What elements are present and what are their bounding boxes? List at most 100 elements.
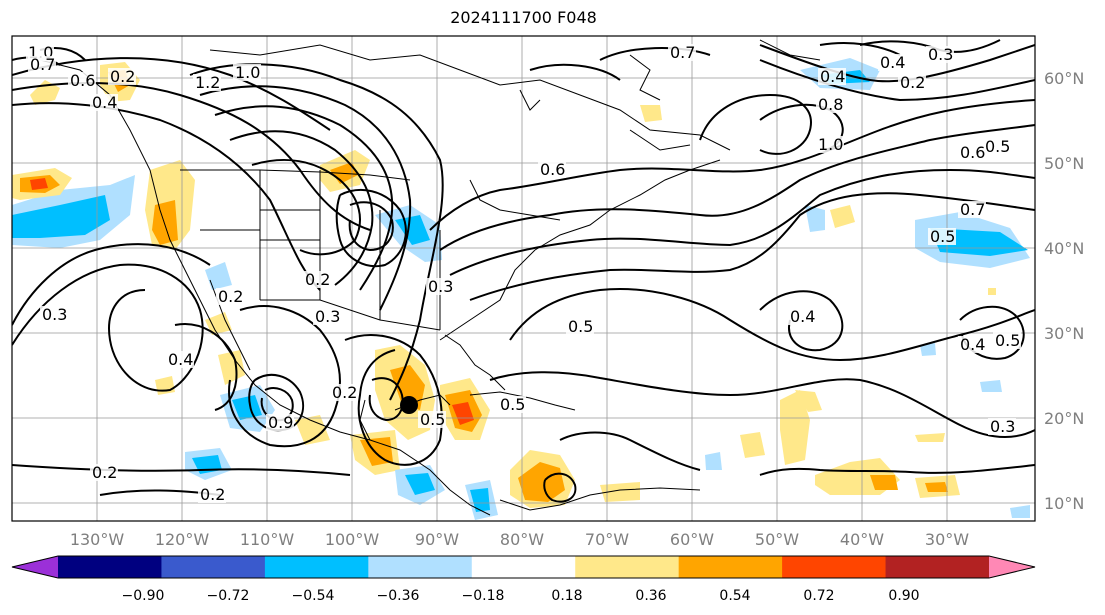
contour-label: 0.5 bbox=[930, 227, 955, 246]
lat-label: 40°N bbox=[1044, 239, 1084, 258]
contour-label-bg bbox=[816, 136, 844, 153]
colorbar-tick: −0.18 bbox=[462, 588, 505, 604]
latitude-labels: 60°N 50°N 40°N 30°N 20°N 10°N bbox=[1044, 69, 1084, 513]
colorbar-tick: −0.90 bbox=[122, 588, 165, 604]
colorbar-tick: 0.54 bbox=[719, 588, 750, 604]
contour-label-bg bbox=[108, 68, 136, 85]
map-frame bbox=[11, 35, 1036, 522]
contour-label-bg bbox=[928, 228, 956, 245]
positive-shading bbox=[30, 178, 48, 190]
colorbar-extend-max bbox=[989, 556, 1035, 578]
contour-label-bg bbox=[668, 44, 696, 61]
positive-shading bbox=[205, 312, 232, 335]
contour-label-bg bbox=[958, 336, 986, 353]
negative-shading bbox=[12, 195, 110, 238]
contour-label-bg bbox=[40, 306, 68, 323]
contour-label: 1.0 bbox=[818, 135, 843, 154]
contour-label-bg bbox=[216, 288, 244, 305]
contour-label: 0.6 bbox=[540, 160, 565, 179]
contour-label-bg bbox=[926, 46, 954, 63]
contour-label-bg bbox=[988, 418, 1016, 435]
contour-label: 0.2 bbox=[110, 67, 135, 86]
colorbar-segment bbox=[58, 556, 162, 578]
contour-label: 0.4 bbox=[168, 350, 193, 369]
colorbar-tick-labels: −0.90 −0.72 −0.54 −0.36 −0.18 0.18 0.36 … bbox=[122, 588, 920, 604]
contour-label: 0.5 bbox=[985, 137, 1010, 156]
colorbar-segment bbox=[782, 556, 887, 578]
contour-label-bg bbox=[28, 56, 56, 73]
colorbar-outline bbox=[11, 555, 1036, 579]
contour-label-bg bbox=[566, 318, 594, 335]
contour-label-layer: 1.00.70.6 0.20.41.21.00.70.40.20.30.40.81… bbox=[26, 43, 1021, 504]
contour-label: 0.7 bbox=[670, 43, 695, 62]
contour-label: 0.5 bbox=[500, 395, 525, 414]
contour-label-bg bbox=[426, 278, 454, 295]
lon-label: 90°W bbox=[415, 530, 459, 549]
positive-shading bbox=[218, 350, 245, 385]
positive-shading bbox=[830, 205, 855, 228]
contour-label: 0.4 bbox=[790, 307, 815, 326]
contour-label: 0.5 bbox=[420, 410, 445, 429]
contour-label: 1.0 bbox=[235, 63, 260, 82]
contour-label: 0.7 bbox=[960, 200, 985, 219]
colorbar-segment bbox=[471, 556, 576, 578]
contour-label-bg bbox=[898, 74, 926, 91]
longitude-labels: 130°W 120°W 110°W 100°W 90°W 80°W 70°W 6… bbox=[70, 530, 969, 549]
map-title: 2024111700 F048 bbox=[450, 8, 597, 27]
positive-shading bbox=[518, 462, 565, 502]
negative-shading bbox=[470, 488, 490, 512]
lon-label: 70°W bbox=[585, 530, 629, 549]
contour-label-bg bbox=[958, 144, 986, 161]
negative-shading bbox=[1010, 505, 1030, 518]
contour-label-bg bbox=[818, 68, 846, 85]
negative-shading bbox=[980, 380, 1002, 392]
colorbar-tick: 0.18 bbox=[551, 588, 582, 604]
contour-label: 1.2 bbox=[195, 73, 220, 92]
contour-label-bg bbox=[788, 308, 816, 325]
colorbar-segment bbox=[368, 556, 473, 578]
contour-label: 0.5 bbox=[568, 317, 593, 336]
positive-shading bbox=[795, 390, 822, 412]
colorbar-tick: 0.90 bbox=[888, 588, 919, 604]
colorbar-tick: 0.36 bbox=[635, 588, 666, 604]
lat-label: 20°N bbox=[1044, 409, 1084, 428]
lon-label: 40°W bbox=[840, 530, 884, 549]
colorbar bbox=[11, 555, 1036, 579]
positive-shading bbox=[295, 415, 330, 445]
contour-label: 0.2 bbox=[900, 73, 925, 92]
contour-label-bg bbox=[266, 414, 294, 431]
contour-label: 0.4 bbox=[92, 93, 117, 112]
contour-label: 0.6 bbox=[70, 71, 95, 90]
positive-shading bbox=[780, 390, 810, 465]
contour-label-bg bbox=[303, 271, 331, 288]
lat-label: 50°N bbox=[1044, 154, 1084, 173]
lon-label: 130°W bbox=[70, 530, 125, 549]
colorbar-segment bbox=[264, 556, 369, 578]
positive-shading bbox=[30, 80, 60, 105]
colorbar-segment bbox=[575, 556, 680, 578]
colorbar-segment bbox=[678, 556, 783, 578]
contour-label: 0.4 bbox=[960, 335, 985, 354]
contour-label: 0.4 bbox=[820, 67, 845, 86]
lon-label: 110°W bbox=[240, 530, 295, 549]
colorbar-tick: −0.36 bbox=[377, 588, 420, 604]
contour-label-bg bbox=[198, 486, 226, 503]
contour-label-bg bbox=[418, 411, 446, 428]
positive-shading bbox=[640, 105, 662, 122]
positive-shading bbox=[988, 288, 996, 295]
graticule bbox=[12, 36, 1035, 521]
contour-label: 0.3 bbox=[928, 45, 953, 64]
positive-shading bbox=[915, 433, 945, 442]
negative-shading bbox=[805, 205, 825, 232]
contour-label: 0.3 bbox=[990, 417, 1015, 436]
colorbar-tick: −0.54 bbox=[292, 588, 335, 604]
shading-layer bbox=[12, 58, 1030, 520]
negative-shading bbox=[205, 262, 232, 290]
contour-label: 0.3 bbox=[315, 307, 340, 326]
negative-shading bbox=[920, 343, 936, 356]
positive-shading bbox=[925, 482, 948, 492]
contour-label-bg bbox=[193, 74, 221, 91]
contour-label-bg bbox=[233, 64, 261, 81]
lon-label: 120°W bbox=[155, 530, 210, 549]
